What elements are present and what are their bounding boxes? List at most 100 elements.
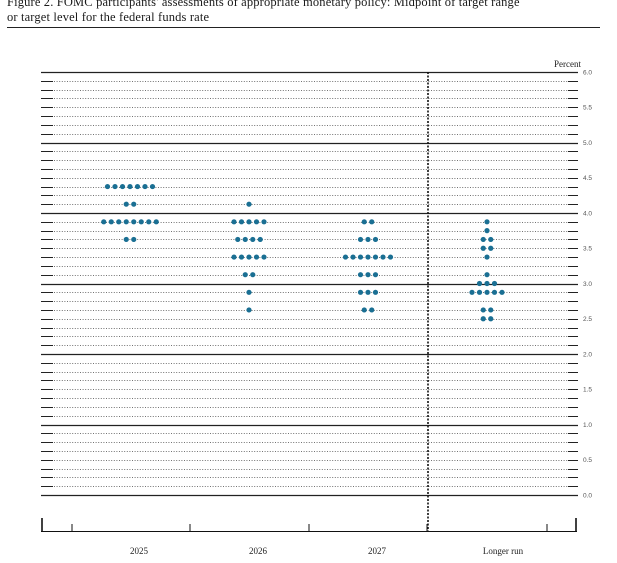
- dot: [146, 219, 152, 225]
- dot: [380, 254, 386, 260]
- y-tick-label: 4.0: [583, 210, 592, 217]
- dot: [488, 307, 494, 313]
- dot: [469, 289, 475, 295]
- caption-line-2: or target level for the federal funds ra…: [7, 10, 210, 24]
- dot: [138, 219, 144, 225]
- y-tick-label: 3.5: [583, 246, 592, 253]
- dot: [491, 280, 498, 287]
- dot: [131, 236, 137, 243]
- dot: [242, 236, 248, 243]
- dot: [369, 219, 375, 225]
- dot: [123, 201, 129, 207]
- y-tick-labels: 0.0 0.5 1.0 1.5 2.0 2.5 3.0 3.5 4.0 4.5 5.0 5.5 6.0: [583, 69, 592, 499]
- y-tick-label: 2.0: [583, 351, 592, 358]
- dot: [246, 201, 252, 207]
- dot: [238, 219, 245, 225]
- x-tick-label: Longer run: [483, 546, 524, 556]
- caption-line-1: Figure 2. FOMC participants' assessments…: [7, 0, 520, 9]
- dot: [365, 254, 371, 260]
- dot: [488, 245, 494, 251]
- dot: [480, 236, 486, 243]
- x-axis: [41, 72, 577, 532]
- dot: [372, 289, 379, 295]
- dot: [357, 254, 364, 260]
- dot: [142, 183, 148, 190]
- dot: [242, 272, 248, 278]
- dot: [131, 219, 137, 225]
- dot: [357, 236, 364, 243]
- caption-rule: [7, 27, 600, 28]
- y-tick-label: 0.5: [583, 457, 592, 464]
- dot: [119, 183, 126, 190]
- dot: [480, 307, 486, 313]
- dot: [123, 236, 129, 243]
- dot: [484, 272, 490, 278]
- dot: [246, 219, 252, 225]
- dot: [365, 289, 371, 295]
- dot: [361, 307, 367, 313]
- dot: [476, 280, 483, 287]
- dot: [134, 183, 141, 190]
- dot: [372, 254, 379, 260]
- dot: [480, 316, 486, 322]
- dot: [365, 272, 371, 278]
- dot: [261, 219, 267, 225]
- dot: [365, 236, 371, 243]
- dot: [484, 280, 490, 287]
- dot: [357, 289, 364, 295]
- dot: [499, 289, 505, 295]
- dot: [357, 272, 364, 278]
- dot: [112, 183, 118, 190]
- dot: [238, 254, 245, 260]
- y-tick-label: 1.0: [583, 422, 592, 429]
- y-tick-label: 2.5: [583, 316, 592, 323]
- dot: [153, 219, 159, 225]
- dot: [116, 219, 122, 225]
- dot: [246, 289, 252, 295]
- dot: [372, 236, 379, 243]
- dot: [491, 289, 498, 295]
- dot: [123, 219, 129, 225]
- dot: [246, 254, 252, 260]
- dot: [250, 236, 256, 243]
- y-tick-label: 5.0: [583, 140, 592, 147]
- figure-caption: Figure 2. FOMC participants' assessments…: [7, 0, 607, 25]
- dot: [231, 254, 237, 260]
- y-tick-label: 4.5: [583, 175, 592, 182]
- dot: [350, 254, 356, 260]
- dot: [480, 245, 486, 251]
- y-tick-label: 3.0: [583, 281, 592, 288]
- dot: [488, 236, 494, 243]
- dot: [484, 228, 490, 234]
- dot: [149, 183, 156, 190]
- dot: [476, 289, 483, 295]
- dot: [484, 219, 490, 225]
- y-tick-label: 5.5: [583, 105, 592, 112]
- dot: [127, 183, 133, 190]
- dot: [104, 183, 111, 190]
- dot: [261, 254, 267, 260]
- dot: [108, 219, 114, 225]
- dot: [372, 272, 379, 278]
- dot: [361, 219, 367, 225]
- dot: [342, 254, 349, 260]
- dot: [484, 289, 490, 295]
- dot: [253, 219, 260, 225]
- x-tick-label: 2025: [130, 546, 149, 556]
- y-tick-label: 1.5: [583, 387, 592, 394]
- x-tick-label: 2026: [249, 546, 268, 556]
- dot: [246, 307, 252, 313]
- x-tick-labels: 2025 2026 2027 Longer run: [130, 546, 524, 556]
- dot: [488, 316, 494, 322]
- dot: [131, 201, 137, 207]
- grid-lines: [41, 71, 578, 497]
- dot: [231, 219, 237, 225]
- dot: [250, 272, 256, 278]
- dot: [369, 307, 375, 313]
- dot: [257, 236, 263, 243]
- dot: [253, 254, 260, 260]
- dot: [235, 236, 241, 243]
- y-tick-label: 0.0: [583, 492, 592, 499]
- dot: [387, 254, 394, 260]
